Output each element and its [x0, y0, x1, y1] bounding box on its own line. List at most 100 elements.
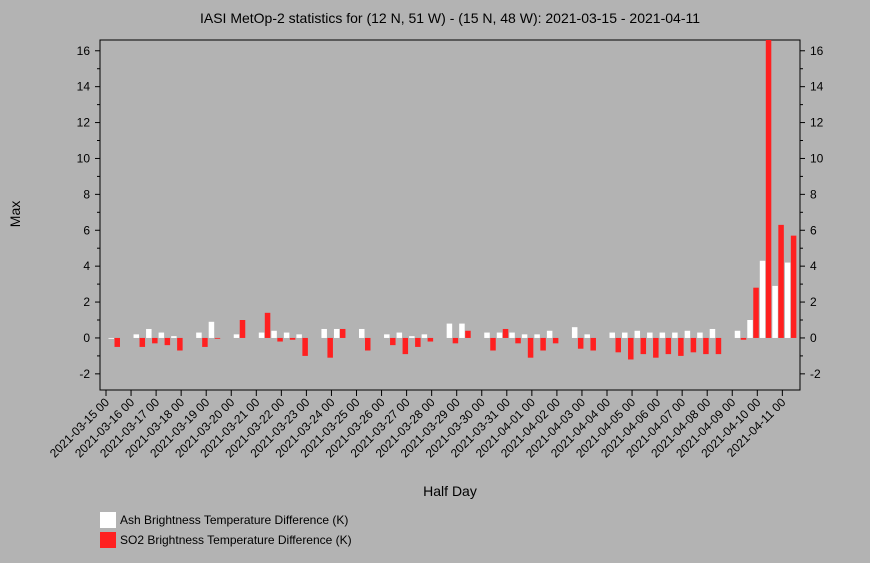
so2-bar [628, 337, 634, 360]
so2-bar [402, 337, 409, 355]
y-tick-label-right: 16 [810, 44, 824, 58]
so2-bar [790, 235, 797, 338]
ash-bar [459, 323, 465, 338]
ash-bar [634, 330, 641, 338]
ash-bar [384, 334, 390, 338]
legend: Ash Brightness Temperature Difference (K… [100, 512, 352, 548]
ash-bar [659, 332, 666, 338]
so2-bar [615, 337, 621, 353]
so2-bar [740, 337, 747, 340]
so2-bar [390, 337, 396, 346]
y-tick-label-right: 12 [810, 116, 824, 130]
ash-bar [647, 332, 653, 338]
so2-bar [515, 337, 521, 344]
so2-bar [753, 287, 759, 338]
so2-bar [765, 40, 772, 338]
ash-bar [584, 334, 590, 338]
so2-bar [264, 312, 271, 338]
so2-bar [177, 337, 183, 351]
y-tick-label-right: 4 [810, 259, 817, 273]
ash-bar [333, 328, 340, 338]
so2-bar [139, 337, 146, 347]
y-tick-label-left: 4 [83, 259, 90, 273]
so2-bar [465, 330, 471, 338]
ash-bar [672, 332, 678, 338]
ash-bar [396, 332, 403, 338]
ash-bar [496, 332, 503, 338]
y-tick-label-right: 0 [810, 331, 817, 345]
y-tick-label-right: 2 [810, 295, 817, 309]
so2-bar [653, 337, 659, 358]
legend-label: Ash Brightness Temperature Difference (K… [120, 513, 348, 527]
ash-bar [108, 337, 114, 339]
ash-bar [484, 332, 490, 338]
x-axis-label: Half Day [423, 483, 477, 499]
y-tick-label-left: 12 [77, 116, 91, 130]
so2-bar [577, 337, 584, 349]
y-tick-label-right: -2 [810, 367, 821, 381]
ash-bar [359, 328, 365, 338]
so2-bar [552, 337, 559, 344]
so2-bar [365, 337, 371, 351]
so2-bar [640, 337, 647, 355]
ash-bar [233, 334, 240, 338]
ash-bar [158, 332, 165, 338]
y-tick-label-right: 14 [810, 80, 824, 94]
chart-title: IASI MetOp-2 statistics for (12 N, 51 W)… [200, 10, 700, 26]
so2-bar [540, 337, 546, 351]
so2-bar [778, 224, 784, 338]
y-axis-left: -2 0 2 4 6 8 10 12 14 16 [77, 44, 100, 381]
so2-bar [665, 337, 672, 355]
y-tick-label-right: 10 [810, 151, 824, 165]
so2-bar [202, 337, 208, 347]
bars [108, 40, 797, 360]
ash-bar [446, 323, 453, 338]
ash-bar [171, 336, 177, 338]
so2-bar [490, 337, 496, 351]
ash-bar [271, 330, 277, 338]
ash-bar [784, 262, 791, 338]
so2-bar [214, 337, 221, 339]
so2-bar [527, 337, 534, 358]
so2-bar [715, 337, 722, 355]
y-axis-right: -2 0 2 4 6 8 10 12 14 16 [800, 44, 824, 381]
so2-bar [452, 337, 459, 344]
so2-bar [114, 337, 120, 347]
legend-swatch [100, 532, 116, 548]
so2-bar [152, 337, 158, 344]
so2-bar [327, 337, 333, 358]
ash-bar [709, 328, 716, 338]
so2-bar [427, 337, 434, 342]
ash-bar [772, 285, 778, 338]
so2-bar [277, 337, 283, 342]
ash-bar [622, 332, 628, 338]
y-tick-label-left: 6 [83, 223, 90, 237]
y-tick-label-right: 6 [810, 223, 817, 237]
so2-bar [690, 337, 697, 353]
ash-bar [296, 334, 302, 338]
y-tick-label-left: 2 [83, 295, 90, 309]
ash-bar [258, 332, 265, 338]
so2-bar [339, 328, 346, 338]
ash-bar [521, 334, 528, 338]
ash-bar [208, 321, 215, 338]
y-tick-label-left: -2 [79, 367, 90, 381]
ash-bar [734, 330, 741, 338]
so2-bar [678, 337, 684, 356]
legend-swatch [100, 512, 116, 528]
so2-bar [239, 320, 246, 338]
ash-bar [546, 330, 553, 338]
y-tick-label-left: 10 [77, 151, 91, 165]
ash-bar [571, 327, 578, 338]
so2-bar [289, 337, 296, 340]
ash-bar [759, 260, 766, 338]
legend-label: SO2 Brightness Temperature Difference (K… [120, 533, 352, 547]
ash-bar [283, 332, 290, 338]
ash-bar [747, 320, 753, 338]
ash-bar [421, 334, 428, 338]
so2-bar [302, 337, 308, 356]
y-tick-label-right: 8 [810, 187, 817, 201]
ash-bar [146, 328, 152, 338]
